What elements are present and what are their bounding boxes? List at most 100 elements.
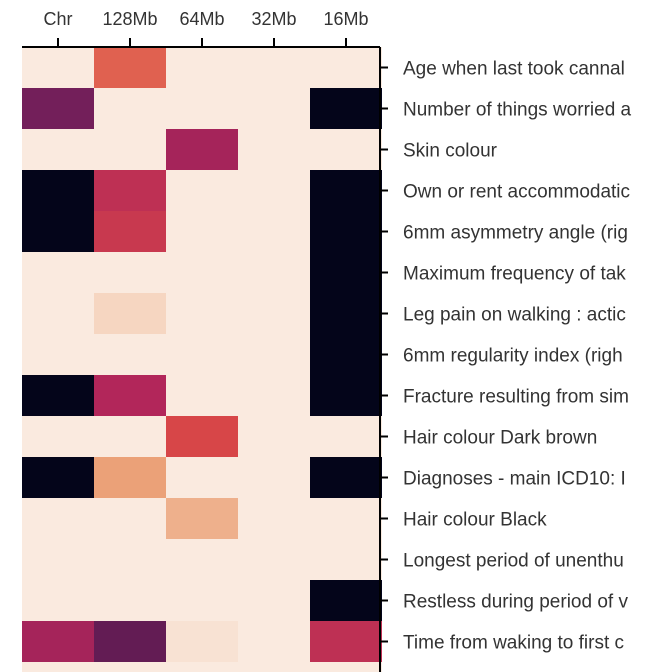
heatmap-cell — [94, 416, 166, 457]
heatmap-cell — [310, 621, 382, 662]
heatmap-cell — [166, 580, 238, 621]
heatmap-cell — [238, 498, 310, 539]
heatmap-cell — [166, 662, 238, 672]
row-label: Age when last took cannal — [403, 59, 625, 80]
heatmap-cell — [310, 293, 382, 334]
heatmap-cell — [22, 88, 94, 129]
heatmap-cell — [94, 375, 166, 416]
heatmap-cell — [310, 457, 382, 498]
heatmap-cell — [22, 457, 94, 498]
heatmap-cell — [94, 129, 166, 170]
column-label: 64Mb — [179, 9, 224, 29]
row-label: Longest period of unenthu — [403, 551, 624, 572]
heatmap-cell — [94, 211, 166, 252]
heatmap-cell — [94, 580, 166, 621]
heatmap-cell — [94, 457, 166, 498]
heatmap-cell — [22, 416, 94, 457]
heatmap-cell — [166, 498, 238, 539]
heatmap-cell — [238, 88, 310, 129]
heatmap-cell — [166, 375, 238, 416]
row-label: Fracture resulting from sim — [403, 387, 629, 408]
heatmap-cell — [238, 416, 310, 457]
row-label: Hair colour Dark brown — [403, 428, 597, 449]
heatmap-cell — [310, 416, 382, 457]
heatmap-cell — [238, 375, 310, 416]
row-label: Diagnoses - main ICD10: I — [403, 469, 626, 490]
heatmap-cell — [238, 457, 310, 498]
column-label: 32Mb — [251, 9, 296, 29]
heatmap-cell — [238, 211, 310, 252]
heatmap-cell — [22, 375, 94, 416]
heatmap-cell — [238, 539, 310, 580]
heatmap-cell — [94, 252, 166, 293]
row-label: 6mm asymmetry angle (rig — [403, 223, 628, 244]
heatmap-cell — [94, 334, 166, 375]
heatmap-cell — [166, 293, 238, 334]
heatmap-cell — [310, 129, 382, 170]
heatmap-cell — [310, 580, 382, 621]
heatmap-cell — [310, 375, 382, 416]
column-label: 128Mb — [102, 9, 157, 29]
heatmap-cell — [166, 621, 238, 662]
heatmap-cell — [22, 498, 94, 539]
heatmap-cell — [310, 88, 382, 129]
heatmap-cell — [238, 580, 310, 621]
row-label: Leg pain on walking : actic — [403, 305, 626, 326]
heatmap-cell — [166, 88, 238, 129]
axes — [22, 38, 388, 672]
heatmap-cell — [238, 293, 310, 334]
heatmap-cell — [22, 47, 94, 88]
heatmap-cell — [310, 211, 382, 252]
heatmap-cell — [238, 621, 310, 662]
heatmap-cell — [22, 662, 94, 672]
heatmap-cell — [238, 252, 310, 293]
row-labels: Age when last took cannal Number of thing… — [403, 59, 632, 654]
heatmap-cell — [310, 252, 382, 293]
heatmap-cell — [94, 47, 166, 88]
row-label: Restless during period of v — [403, 592, 628, 613]
row-label: Time from waking to first c — [403, 633, 624, 654]
column-label: Chr — [43, 9, 72, 29]
heatmap-cell — [94, 293, 166, 334]
heatmap-cell — [166, 334, 238, 375]
heatmap-cell — [22, 539, 94, 580]
heatmap-cell — [166, 416, 238, 457]
heatmap-cell — [310, 47, 382, 88]
heatmap-cell — [310, 539, 382, 580]
column-labels: Chr 128Mb 64Mb 32Mb 16Mb — [43, 9, 368, 29]
heatmap-cell — [22, 170, 94, 211]
heatmap-cell — [238, 170, 310, 211]
column-label: 16Mb — [323, 9, 368, 29]
heatmap-cell — [166, 457, 238, 498]
heatmap-cell — [22, 334, 94, 375]
heatmap-cell — [94, 88, 166, 129]
heatmap-cell — [94, 539, 166, 580]
heatmap-cell — [22, 621, 94, 662]
heatmap-cell — [22, 580, 94, 621]
heatmap-cell — [94, 621, 166, 662]
row-label: 6mm regularity index (righ — [403, 346, 623, 367]
heatmap-cell — [310, 498, 382, 539]
row-label: Skin colour — [403, 141, 498, 162]
heatmap-cell — [310, 662, 382, 672]
row-label: Own or rent accommodatic — [403, 182, 630, 203]
heatmap-cell — [238, 334, 310, 375]
heatmap-cell — [166, 170, 238, 211]
heatmap-cell — [166, 252, 238, 293]
row-label: Maximum frequency of tak — [403, 264, 626, 285]
heatmap-cell — [238, 662, 310, 672]
heatmap-cell — [166, 129, 238, 170]
heatmap-cell — [22, 252, 94, 293]
heatmap-cell — [238, 47, 310, 88]
heatmap-cell — [310, 170, 382, 211]
row-label: Number of things worried a — [403, 100, 632, 121]
heatmap-cell — [166, 211, 238, 252]
heatmap-cell — [310, 334, 382, 375]
heatmap-cell — [166, 47, 238, 88]
heatmap-cell — [22, 211, 94, 252]
heatmap-cell — [22, 293, 94, 334]
heatmap-cells — [22, 47, 382, 672]
row-label: Hair colour Black — [403, 510, 547, 531]
heatmap-cell — [94, 662, 166, 672]
